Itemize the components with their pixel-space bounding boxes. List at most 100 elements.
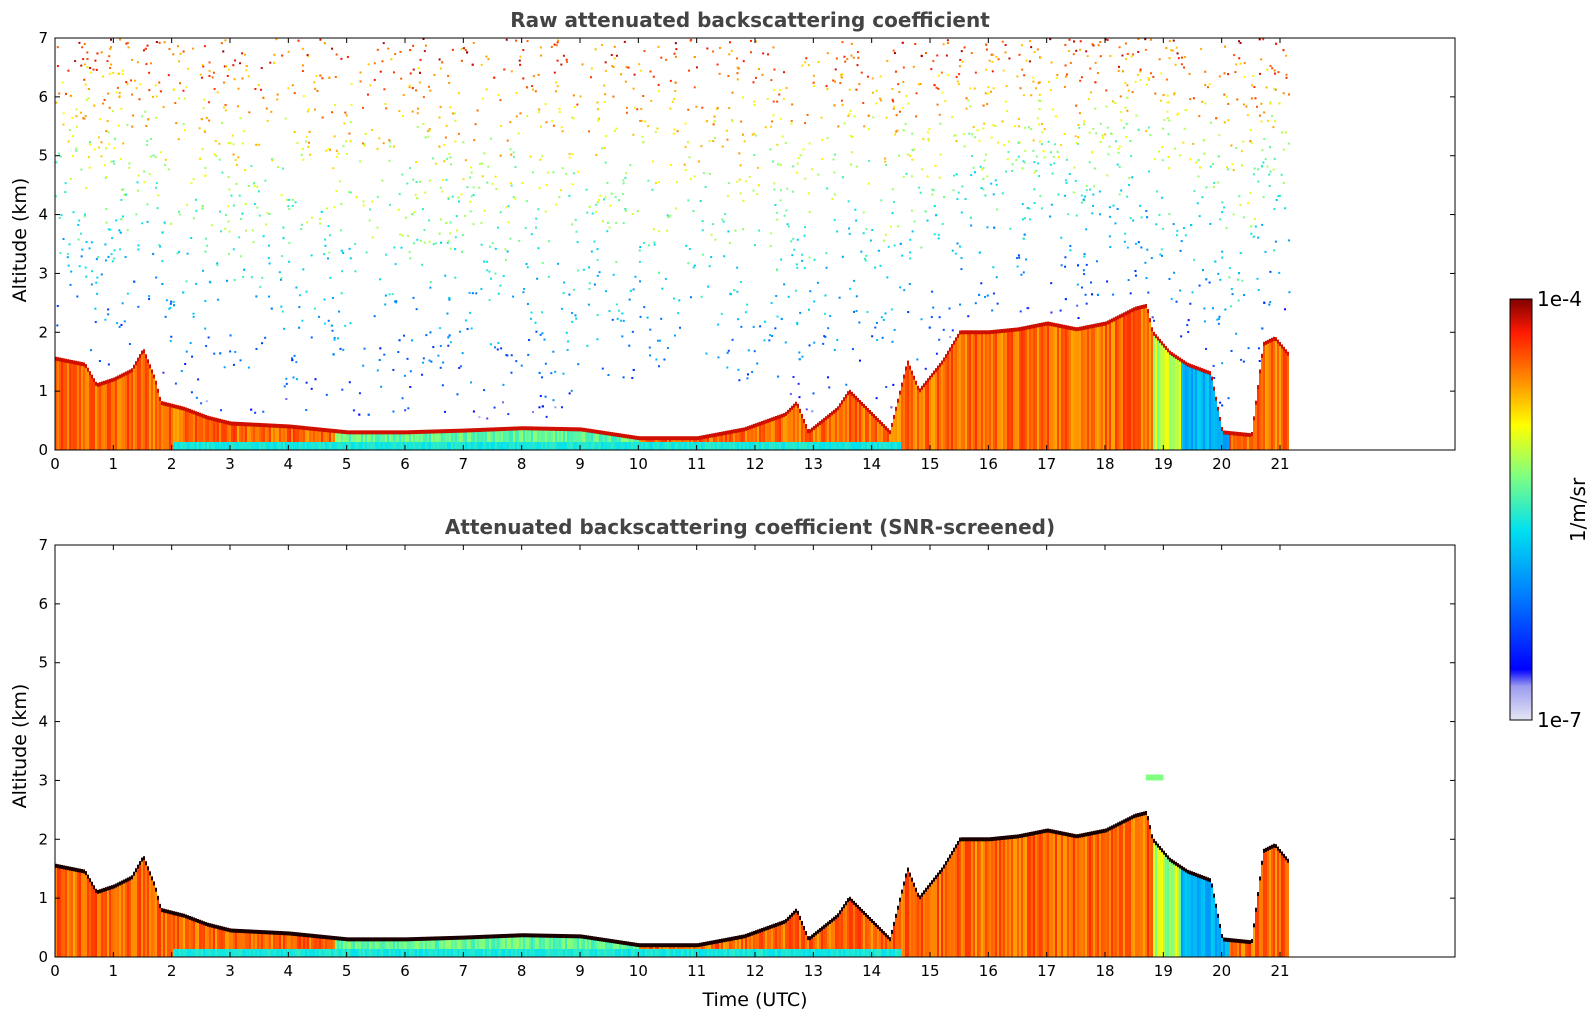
noise-pixel bbox=[1074, 179, 1077, 182]
noise-pixel bbox=[1114, 140, 1117, 143]
surface-band bbox=[223, 949, 225, 957]
noise-pixel bbox=[428, 359, 431, 362]
noise-pixel bbox=[615, 221, 618, 224]
noise-pixel bbox=[78, 219, 81, 222]
noise-pixel bbox=[980, 187, 983, 190]
layer-column bbox=[1269, 340, 1271, 450]
surface-band bbox=[321, 949, 323, 957]
noise-pixel bbox=[288, 260, 291, 263]
noise-pixel bbox=[350, 103, 353, 106]
noise-pixel bbox=[1271, 67, 1274, 70]
noise-pixel bbox=[109, 66, 112, 69]
surface-band bbox=[721, 442, 723, 450]
surface-band bbox=[599, 442, 601, 450]
layer-column bbox=[961, 332, 963, 450]
surface-band bbox=[325, 949, 327, 957]
layer-top-edge bbox=[197, 918, 199, 923]
noise-pixel bbox=[449, 232, 452, 235]
noise-pixel bbox=[762, 52, 765, 55]
noise-pixel bbox=[1114, 101, 1117, 104]
layer-top-edge bbox=[857, 397, 859, 402]
noise-pixel bbox=[1127, 89, 1130, 92]
noise-pixel bbox=[1273, 157, 1276, 160]
noise-pixel bbox=[388, 293, 391, 296]
noise-pixel bbox=[170, 335, 173, 338]
noise-pixel bbox=[345, 140, 348, 143]
surface-band bbox=[185, 442, 187, 450]
noise-pixel bbox=[136, 181, 139, 184]
noise-pixel bbox=[195, 282, 198, 285]
surface-band bbox=[885, 442, 887, 450]
surface-band bbox=[699, 442, 701, 450]
noise-pixel bbox=[107, 131, 110, 134]
noise-pixel bbox=[204, 174, 207, 177]
layer-column bbox=[101, 890, 103, 957]
noise-pixel bbox=[284, 117, 287, 120]
noise-pixel bbox=[951, 329, 954, 332]
noise-pixel bbox=[677, 312, 680, 315]
layer-column bbox=[81, 364, 83, 450]
layer-top-edge bbox=[149, 871, 151, 876]
noise-pixel bbox=[1275, 42, 1278, 45]
noise-pixel bbox=[571, 116, 574, 119]
noise-pixel bbox=[748, 175, 751, 178]
noise-pixel bbox=[972, 166, 975, 169]
layer-column bbox=[269, 425, 271, 450]
noise-pixel bbox=[131, 93, 134, 96]
layer-top-edge bbox=[773, 416, 775, 421]
layer-column bbox=[231, 423, 233, 450]
layer-column bbox=[1053, 324, 1055, 450]
layer-column bbox=[943, 359, 945, 450]
surface-band bbox=[199, 442, 201, 450]
layer-column bbox=[445, 431, 447, 450]
layer-top-edge bbox=[221, 926, 223, 931]
noise-pixel bbox=[348, 191, 351, 194]
layer-column bbox=[607, 433, 609, 450]
noise-pixel bbox=[282, 237, 285, 240]
noise-pixel bbox=[250, 165, 253, 168]
layer-column bbox=[531, 428, 533, 450]
noise-pixel bbox=[480, 243, 483, 246]
layer-top-edge bbox=[549, 426, 551, 431]
noise-pixel bbox=[307, 110, 310, 113]
noise-pixel bbox=[801, 253, 804, 256]
noise-pixel bbox=[947, 73, 950, 76]
layer-top-edge bbox=[189, 915, 191, 920]
noise-pixel bbox=[362, 200, 365, 203]
noise-pixel bbox=[183, 97, 186, 100]
layer-column bbox=[381, 939, 383, 957]
layer-column bbox=[319, 429, 321, 450]
noise-pixel bbox=[790, 240, 793, 243]
surface-band bbox=[745, 442, 747, 450]
noise-pixel bbox=[1078, 126, 1081, 129]
layer-top-edge bbox=[921, 385, 923, 390]
noise-pixel bbox=[440, 241, 443, 244]
noise-pixel bbox=[472, 41, 475, 44]
noise-pixel bbox=[1015, 159, 1018, 162]
layer-column bbox=[865, 407, 867, 450]
layer-column bbox=[745, 428, 747, 450]
noise-pixel bbox=[1252, 74, 1255, 77]
layer-top-edge bbox=[467, 428, 469, 433]
noise-pixel bbox=[1163, 118, 1166, 121]
layer-column bbox=[165, 404, 167, 450]
noise-pixel bbox=[594, 48, 597, 51]
noise-pixel bbox=[428, 240, 431, 243]
layer-column bbox=[215, 926, 217, 957]
layer-top-edge bbox=[1037, 323, 1039, 328]
layer-top-edge bbox=[147, 359, 149, 364]
noise-pixel bbox=[122, 188, 125, 191]
noise-pixel bbox=[169, 302, 172, 305]
noise-pixel bbox=[382, 42, 385, 45]
noise-pixel bbox=[597, 108, 600, 111]
noise-pixel bbox=[278, 271, 281, 274]
noise-pixel bbox=[422, 38, 425, 41]
layer-top-edge bbox=[907, 360, 909, 365]
layer-top-edge bbox=[499, 427, 501, 432]
noise-pixel bbox=[453, 112, 456, 115]
noise-pixel bbox=[397, 351, 400, 354]
noise-pixel bbox=[1049, 163, 1052, 166]
noise-pixel bbox=[558, 107, 561, 110]
layer-top-edge bbox=[535, 426, 537, 431]
surface-band bbox=[519, 442, 521, 450]
